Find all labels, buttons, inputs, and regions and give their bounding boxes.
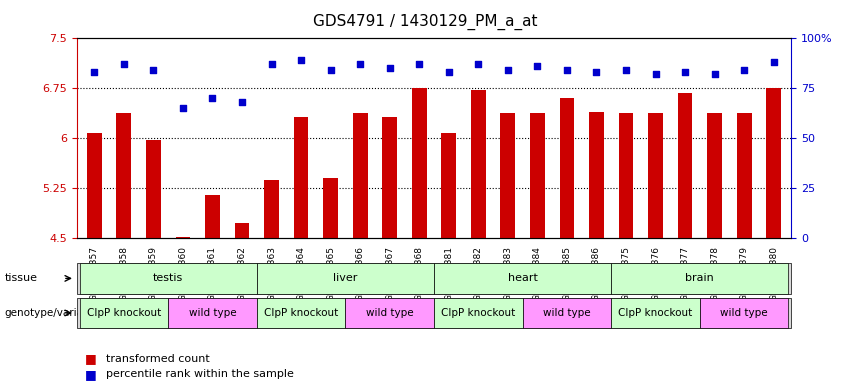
Text: brain: brain — [686, 273, 714, 283]
Text: transformed count: transformed count — [106, 354, 210, 364]
Bar — [175, 237, 191, 238]
Bar — [353, 113, 368, 238]
Bar — [294, 117, 308, 238]
Bar — [471, 90, 486, 238]
Point — [501, 67, 515, 73]
Bar — [737, 113, 751, 238]
Text: wild type: wild type — [543, 308, 591, 318]
Bar — [117, 113, 131, 238]
Point — [383, 65, 397, 71]
Text: ClpP knockout: ClpP knockout — [264, 308, 338, 318]
Text: wild type: wild type — [366, 308, 414, 318]
Text: genotype/variation: genotype/variation — [4, 308, 103, 318]
Point — [146, 67, 160, 73]
Bar — [500, 113, 515, 238]
Bar — [442, 133, 456, 238]
Point — [471, 61, 485, 68]
Point — [678, 69, 692, 75]
Text: ClpP knockout: ClpP knockout — [87, 308, 161, 318]
Text: testis: testis — [153, 273, 183, 283]
Bar — [766, 88, 781, 238]
Text: percentile rank within the sample: percentile rank within the sample — [106, 369, 294, 379]
Bar — [235, 223, 249, 238]
Point — [590, 69, 603, 75]
Text: ■: ■ — [85, 353, 97, 366]
Bar — [648, 113, 663, 238]
Bar — [530, 113, 545, 238]
Bar — [87, 133, 102, 238]
Text: GDS4791 / 1430129_PM_a_at: GDS4791 / 1430129_PM_a_at — [313, 13, 538, 30]
Text: heart: heart — [508, 273, 538, 283]
Point — [620, 67, 633, 73]
Point — [413, 61, 426, 68]
Text: wild type: wild type — [189, 308, 237, 318]
Bar — [323, 178, 338, 238]
Text: ClpP knockout: ClpP knockout — [441, 308, 516, 318]
Text: wild type: wild type — [720, 308, 768, 318]
Bar — [560, 98, 574, 238]
Point — [265, 61, 278, 68]
Point — [294, 57, 308, 63]
Point — [708, 71, 722, 78]
Bar — [619, 113, 633, 238]
Point — [560, 67, 574, 73]
Point — [117, 61, 131, 68]
Bar — [264, 179, 279, 238]
Point — [235, 99, 248, 105]
Point — [206, 95, 220, 101]
Bar — [677, 93, 693, 238]
Point — [324, 67, 338, 73]
Text: ■: ■ — [85, 368, 97, 381]
Bar — [205, 195, 220, 238]
Text: ClpP knockout: ClpP knockout — [619, 308, 693, 318]
Text: liver: liver — [334, 273, 357, 283]
Point — [530, 63, 544, 70]
Point — [353, 61, 367, 68]
Bar — [707, 113, 722, 238]
Bar — [589, 112, 604, 238]
Point — [767, 59, 780, 65]
Bar — [146, 140, 161, 238]
Point — [88, 69, 101, 75]
Point — [737, 67, 751, 73]
Bar — [382, 117, 397, 238]
Bar — [412, 88, 426, 238]
Point — [648, 71, 662, 78]
Point — [442, 69, 455, 75]
Point — [176, 105, 190, 111]
Text: tissue: tissue — [4, 273, 37, 283]
